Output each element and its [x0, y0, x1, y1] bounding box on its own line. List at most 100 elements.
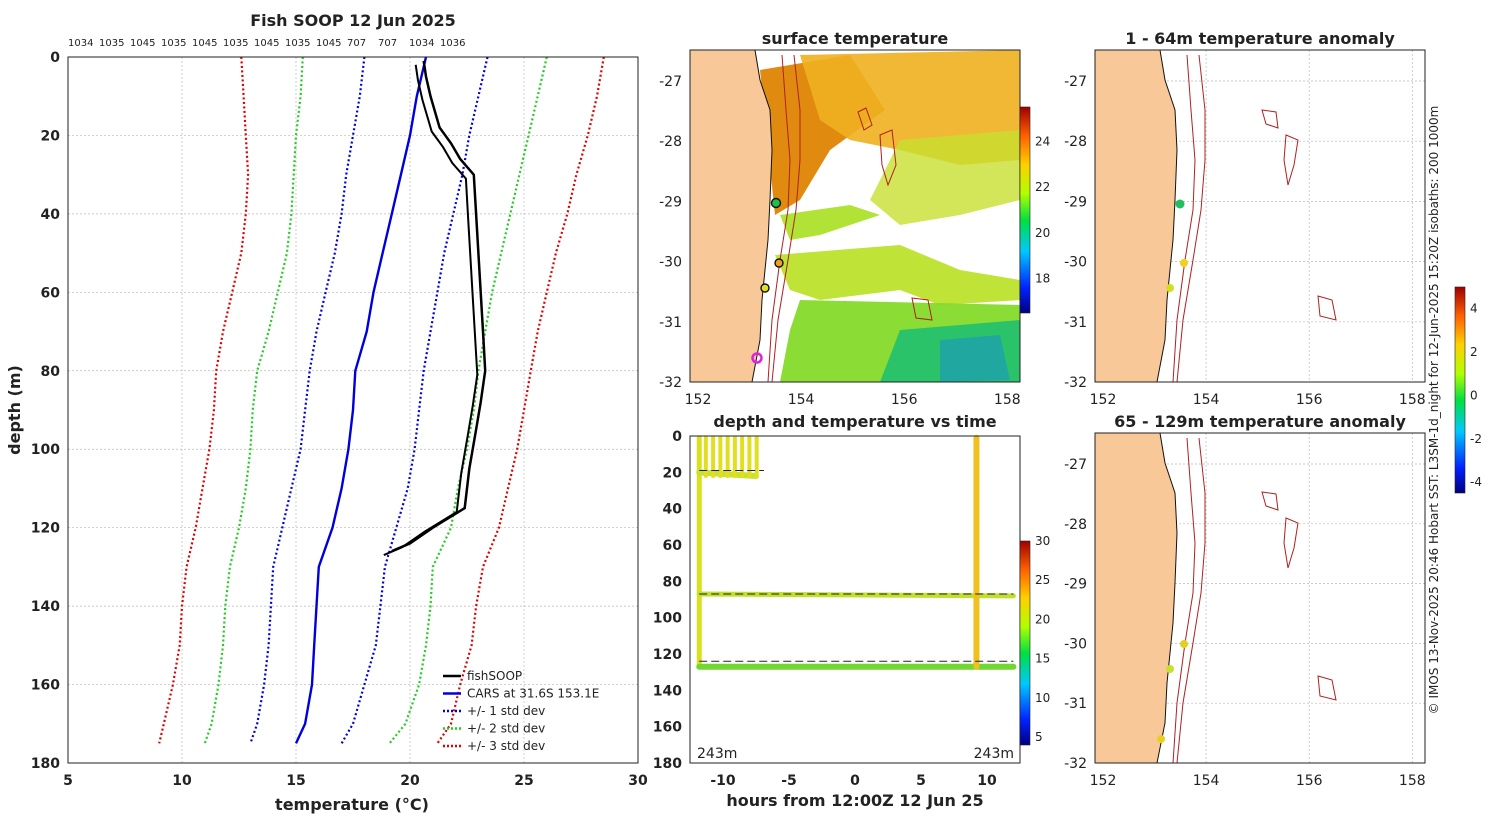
map-xtick-label: 152 [685, 392, 712, 408]
colorbar-tick-label: 24 [1035, 134, 1050, 148]
sst-marker-2 [774, 258, 784, 268]
map-xtick-label: 156 [891, 392, 918, 408]
sst-ticks: 152 154 156 158 -27 -28 -29 -30 -31 -32 [659, 74, 1021, 408]
anom2-coastline [1156, 433, 1178, 763]
map-xtick-label: 154 [1193, 773, 1220, 789]
anom1-marker-1 [1175, 199, 1185, 209]
time-tracks [696, 434, 1017, 670]
legend-label: +/- 1 std dev [467, 704, 545, 718]
anom2-land [1095, 433, 1177, 763]
time-ytick-label: 0 [672, 429, 682, 445]
sst-field [690, 50, 1020, 382]
profile-lines [158, 56, 605, 745]
time-colorbar-ticks: 5 10 15 20 25 30 [1035, 534, 1050, 744]
colorbar-tick-label: 10 [1035, 691, 1050, 705]
map-ytick-label: -27 [1064, 457, 1087, 473]
profile-line-fish-2 [383, 64, 479, 557]
top-axis-label: 1045 [192, 38, 217, 49]
anom1-marker-2 [1180, 259, 1188, 267]
anom2-ticks: 152 154 156 158 -27 -28 -29 -30 -31 -32 [1064, 457, 1426, 789]
map-ytick-label: -31 [1064, 696, 1087, 712]
profile-xtick-label: 10 [172, 773, 192, 789]
profile-x-ticks: 5 10 15 20 25 30 [63, 773, 648, 789]
sst-green-patch [780, 205, 880, 240]
anomaly-colorbar-ticks: 4 2 0 -2 -4 [1470, 302, 1482, 489]
time-xtick-label: -10 [710, 773, 736, 789]
top-axis-label: 1034 [68, 38, 93, 49]
anom2-seamount-2 [1283, 517, 1299, 569]
anom2-title: 65 - 129m temperature anomaly [1114, 412, 1406, 431]
sst-release-marker [751, 352, 763, 364]
profile-ytick-label: 20 [41, 128, 61, 144]
map-xtick-label: 158 [994, 392, 1021, 408]
time-x-ticks: -10 -5 0 5 10 [710, 773, 997, 789]
time-colorbar [1019, 540, 1031, 746]
time-y-ticks: 0 20 40 60 80 100 120 140 160 180 [653, 429, 682, 772]
map-ytick-label: -32 [1064, 756, 1087, 772]
time-panel: depth and temperature vs time -10 -5 0 5 10 … [653, 412, 1051, 810]
time-xtick-label: -5 [781, 773, 797, 789]
anom1-isobath-200 [1172, 54, 1196, 382]
map-ytick-label: -30 [1064, 636, 1087, 652]
time-ytick-label: 120 [653, 647, 682, 663]
time-ytick-label: 60 [663, 538, 683, 554]
profile-ytick-label: 140 [31, 599, 60, 615]
legend-label: fishSOOP [467, 669, 522, 683]
time-title: depth and temperature vs time [713, 412, 996, 431]
anom1-marker-3 [1166, 284, 1174, 292]
map-ytick-label: -27 [659, 74, 682, 90]
sst-yellow-zone [870, 130, 1020, 225]
top-axis-label: 1045 [130, 38, 155, 49]
anomaly-map-1-panel: 1 - 64m temperature anomaly 152 154 156 158… [1064, 29, 1426, 408]
profile-ytick-label: 100 [31, 442, 60, 458]
map-ytick-label: -30 [659, 255, 682, 271]
anom1-title: 1 - 64m temperature anomaly [1125, 29, 1395, 48]
map-ytick-label: -28 [1064, 517, 1087, 533]
legend-label: +/- 2 std dev [467, 722, 545, 736]
time-ytick-label: 20 [663, 465, 683, 481]
time-corner-label-left: 243m [697, 746, 737, 762]
profile-ylabel: depth (m) [5, 365, 24, 455]
profile-ytick-label: 180 [31, 756, 60, 772]
profile-ytick-label: 60 [41, 285, 61, 301]
time-xlabel: hours from 12:00Z 12 Jun 25 [726, 791, 983, 810]
anomaly-colorbar [1454, 286, 1466, 494]
sst-seamount-1 [857, 107, 873, 131]
sst-land [690, 50, 772, 382]
map-ytick-label: -28 [659, 134, 682, 150]
colorbar-tick-label: -2 [1470, 432, 1482, 446]
profile-xtick-label: 5 [63, 773, 73, 789]
profile-line-6 [436, 56, 605, 745]
colorbar-tick-label: 4 [1470, 302, 1478, 316]
map-ytick-label: -28 [1064, 134, 1087, 150]
profile-line-7 [391, 60, 487, 553]
profile-frame [67, 56, 639, 764]
legend-label: CARS at 31.6S 153.1E [467, 687, 599, 701]
top-axis-label: 1035 [285, 38, 310, 49]
time-xtick-label: 5 [916, 773, 926, 789]
profile-grid [68, 57, 638, 763]
time-xtick-label: 10 [977, 773, 997, 789]
time-ytick-label: 180 [653, 756, 682, 772]
sst-band-1 [775, 245, 1020, 305]
colorbar-tick-label: 5 [1035, 730, 1043, 744]
colorbar-tick-label: 22 [1035, 180, 1050, 194]
top-axis-label: 707 [378, 38, 397, 49]
map-xtick-label: 152 [1090, 773, 1117, 789]
top-axis-label: 707 [347, 38, 366, 49]
map-xtick-label: 156 [1296, 392, 1323, 408]
top-axis-label: 1035 [223, 38, 248, 49]
time-corner-label-right: 243m [974, 746, 1014, 762]
anom2-marker-3 [1157, 735, 1165, 743]
anom1-field [1095, 50, 1337, 382]
anom1-ticks: 152 154 156 158 -27 -28 -29 -30 -31 -32 [1064, 74, 1426, 408]
anom2-marker-2 [1166, 665, 1174, 673]
map-ytick-label: -32 [659, 375, 682, 391]
time-ytick-label: 140 [653, 683, 682, 699]
time-ytick-label: 100 [653, 611, 682, 627]
sst-seamount-2 [879, 129, 897, 187]
anom2-field [1095, 433, 1337, 763]
time-ytick-label: 40 [663, 502, 683, 518]
colorbar-tick-label: 15 [1035, 652, 1050, 666]
map-ytick-label: -30 [1064, 255, 1087, 271]
